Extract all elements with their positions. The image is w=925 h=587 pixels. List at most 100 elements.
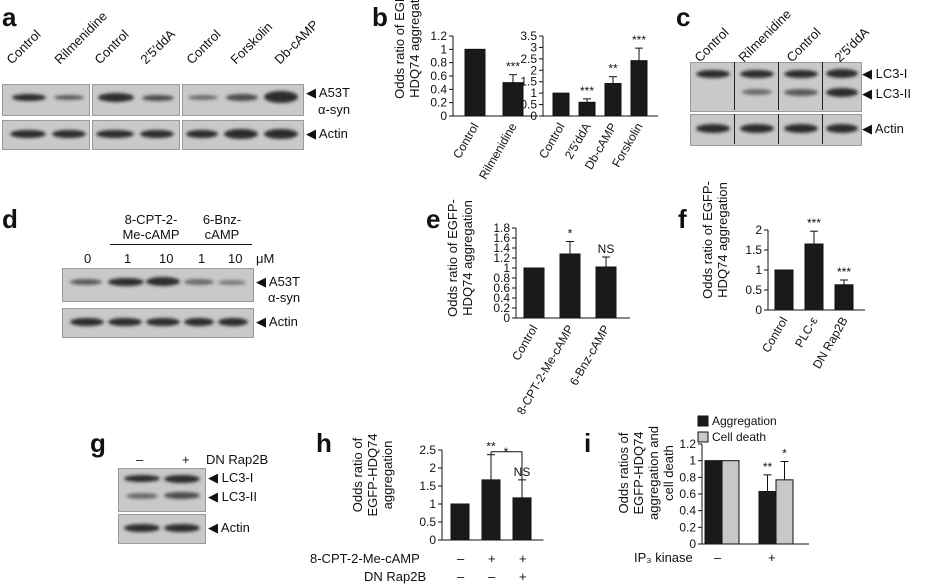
y-tick-label: 3.5 <box>520 29 537 43</box>
panel-c-letter: c <box>676 2 691 32</box>
dose-label: 1 <box>124 251 132 266</box>
y-tick-label: 0.6 <box>430 69 447 83</box>
y-tick-label: 1 <box>689 454 696 468</box>
y-tick-label: 2.5 <box>419 443 436 457</box>
bar <box>523 267 545 319</box>
y-tick-label: 1.2 <box>679 437 696 451</box>
significance-label: * <box>782 447 787 461</box>
condition-label: DN Rap2B <box>206 452 269 467</box>
blot-label: A53T <box>318 85 350 100</box>
bar <box>721 460 740 545</box>
bar <box>758 491 777 545</box>
h-row2-name: DN Rap2B <box>364 569 427 584</box>
band <box>742 89 772 95</box>
sign-label: – <box>136 452 144 467</box>
arrow-label: ◀ LC3-II <box>208 489 258 504</box>
panel-b-letter: b <box>372 2 388 32</box>
blot-label: Actin <box>874 121 904 136</box>
band <box>146 318 180 326</box>
ylabel-line: Odds ratio of <box>350 437 365 513</box>
y-tick-label: 0 <box>503 311 510 325</box>
bar <box>578 101 596 117</box>
h-sign: + <box>519 551 527 566</box>
bar <box>804 243 824 311</box>
band <box>164 524 200 532</box>
band <box>184 279 214 285</box>
panel-h-chart: 00.511.522.5 **NS* <box>419 440 544 546</box>
y-tick-label: 0.5 <box>520 98 537 112</box>
y-tick-label: 1.6 <box>493 231 510 245</box>
significance-label: *** <box>580 84 594 98</box>
y-tick-label: 0.2 <box>430 96 447 110</box>
lane-divider <box>734 114 735 144</box>
i-xname: IP₃ kinase <box>634 550 693 565</box>
y-tick-label: 1 <box>503 261 510 275</box>
x-tick-label: Control <box>759 315 790 356</box>
ylabel-line: EGFP-HDQ74 <box>631 431 646 515</box>
group-label-line: cAMP <box>204 227 240 242</box>
dose-label: 1 <box>198 251 206 266</box>
band <box>70 318 104 326</box>
panel-d-letter: d <box>2 204 18 234</box>
h-sign: – <box>488 569 496 584</box>
band <box>52 130 86 138</box>
x-tick-label: Control <box>509 323 540 364</box>
ylabel-line: aggregation and <box>646 426 661 520</box>
band <box>696 124 730 133</box>
blot-label: LC3-II <box>875 86 912 101</box>
blot-label: LC3-I <box>875 66 908 81</box>
panel-e-letter: e <box>426 204 441 234</box>
y-tick-label: 0.4 <box>493 291 510 305</box>
blot-label: Actin <box>268 314 298 329</box>
h-sign: – <box>457 551 465 566</box>
bar <box>604 83 622 117</box>
band <box>146 277 180 286</box>
bar <box>552 92 570 117</box>
band <box>126 493 158 499</box>
band <box>264 129 298 139</box>
significance-label: NS <box>598 242 615 256</box>
legend-swatch <box>697 415 709 427</box>
y-tick-label: 0 <box>755 303 762 317</box>
group-label-line: 6-Bnz- <box>202 212 242 227</box>
band <box>218 318 248 326</box>
bar <box>464 48 486 117</box>
arrow-label: ◀ Actin <box>208 520 250 535</box>
significance-label: ** <box>486 440 496 454</box>
ylabel-line: Odds ratio of EGFP- <box>392 0 407 99</box>
bar <box>481 479 501 541</box>
y-tick-label: 0.8 <box>493 271 510 285</box>
group-label-line: Me-cAMP <box>122 227 180 242</box>
band <box>108 318 142 326</box>
lane-label: Forskolin <box>227 19 276 68</box>
arrow-label: ◀ LC3-I <box>862 66 908 81</box>
lane-label: Control <box>3 26 44 67</box>
blot-label: α-syn <box>268 290 301 305</box>
band <box>164 492 200 499</box>
lane-label: Control <box>691 24 732 65</box>
y-tick-label: 1.5 <box>745 243 762 257</box>
y-tick-label: 1 <box>530 86 537 100</box>
lane-label: Db-cAMP <box>271 17 322 67</box>
band <box>784 124 818 133</box>
panel-i-letter: i <box>584 428 592 458</box>
lane-label: Control <box>183 26 224 67</box>
band <box>70 279 102 285</box>
arrow-label: ◀ A53T <box>306 85 350 100</box>
i-sign: + <box>768 550 776 565</box>
h-sign: + <box>488 551 496 566</box>
arrow-label: ◀ Actin <box>862 121 904 136</box>
bar <box>774 269 794 311</box>
significance-label: *** <box>807 216 821 230</box>
panel-e-chart: 00.20.40.60.811.21.41.61.8Control*8-CPT-… <box>493 221 630 414</box>
band <box>784 89 818 96</box>
x-tick-label: Rilmenidine <box>476 120 520 182</box>
y-tick-label: 0.6 <box>493 281 510 295</box>
ylabel-line: EGFP-HDQ74 <box>365 433 380 517</box>
y-tick-label: 0.5 <box>745 283 762 297</box>
